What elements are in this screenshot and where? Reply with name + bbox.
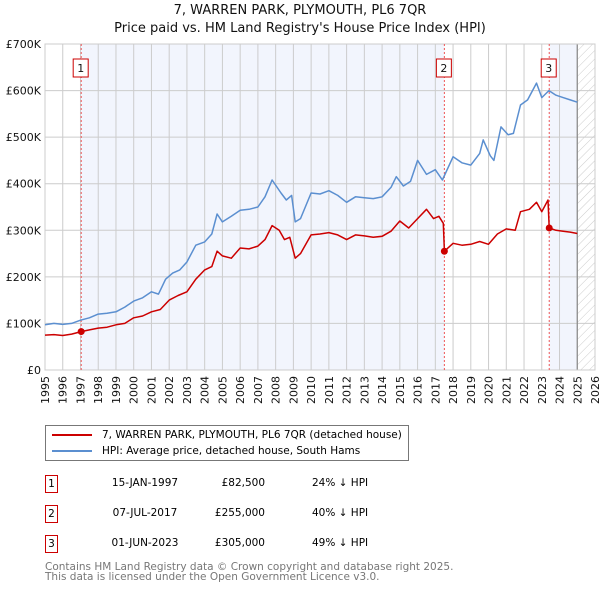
x-tick-label: 2011 — [323, 376, 336, 404]
x-tick-label: 2017 — [429, 376, 442, 404]
sale-point — [545, 224, 553, 232]
transaction-price: £255,000 — [214, 507, 265, 519]
transaction-hpi-diff: 24% ↓ HPI — [312, 477, 369, 489]
x-tick-label: 2014 — [376, 376, 389, 404]
x-tick-label: 2001 — [145, 376, 158, 404]
transaction-price: £82,500 — [221, 477, 265, 489]
transaction-row: 2 07-JUL-2017 £255,000 40% ↓ HPI — [45, 505, 445, 525]
transaction-row: 1 15-JAN-1997 £82,500 24% ↓ HPI — [45, 475, 445, 495]
legend: 7, WARREN PARK, PLYMOUTH, PL6 7QR (detac… — [45, 425, 409, 461]
x-tick-label: 2009 — [287, 376, 300, 404]
x-tick-label: 2025 — [571, 376, 584, 404]
hpi-line — [44, 82, 578, 326]
x-tick-label: 2016 — [412, 376, 425, 404]
chart-title: 7, WARREN PARK, PLYMOUTH, PL6 7QR — [173, 3, 427, 18]
shaded-period — [81, 44, 445, 370]
x-tick-label: 2012 — [341, 376, 354, 404]
x-tick-label: 2019 — [465, 376, 478, 404]
sale-label-box — [435, 58, 452, 78]
transaction-date: 15-JAN-1997 — [111, 477, 179, 489]
transaction-marker: 3 — [45, 535, 58, 553]
x-tick-label: 2000 — [128, 376, 141, 404]
transaction-marker: 1 — [45, 475, 58, 493]
y-tick-label: £200K — [6, 271, 42, 284]
y-tick-label: £0 — [27, 364, 41, 377]
transaction-hpi-diff: 40% ↓ HPI — [312, 507, 369, 519]
x-tick-label: 2010 — [305, 376, 318, 404]
transaction-date: 07-JUL-2017 — [112, 507, 178, 519]
x-tick-label: 1999 — [110, 376, 123, 404]
price-chart: 1995 1996 1997 1998 1999 2000 2001 2002 2003 2004… — [6, 38, 600, 404]
legend-item-hpi: HPI: Average price, detached house, Sout… — [52, 445, 360, 457]
y-tick-label: £600K — [6, 85, 42, 98]
transaction-hpi-diff: 49% ↓ HPI — [312, 537, 369, 549]
x-tick-label: 2023 — [536, 376, 549, 404]
x-tick-label: 2005 — [216, 376, 229, 404]
legend-swatch-hpi — [52, 450, 92, 452]
sale-label: 1 — [77, 62, 84, 75]
footer-copyright: Contains HM Land Registry data © Crown c… — [45, 561, 454, 573]
transaction-marker: 2 — [45, 505, 58, 523]
property-price-line — [44, 199, 578, 337]
y-tick-label: £400K — [6, 178, 42, 191]
y-tick-label: £500K — [6, 131, 42, 144]
legend-label-property: 7, WARREN PARK, PLYMOUTH, PL6 7QR (detac… — [102, 429, 402, 441]
sale-label-box — [72, 58, 89, 78]
transaction-price: £305,000 — [214, 537, 265, 549]
x-tick-label: 2018 — [447, 376, 460, 404]
legend-label-hpi: HPI: Average price, detached house, Sout… — [102, 445, 361, 457]
x-tick-label: 2003 — [181, 376, 194, 404]
chart-subtitle: Price paid vs. HM Land Registry's House … — [114, 21, 486, 36]
x-tick-label: 2008 — [270, 376, 283, 404]
x-tick-label: 2021 — [500, 376, 513, 404]
transaction-row: 3 01-JUN-2023 £305,000 49% ↓ HPI — [45, 535, 445, 555]
x-tick-label: 1998 — [92, 376, 105, 404]
sale-point — [77, 328, 85, 336]
legend-swatch-property — [52, 434, 92, 436]
y-tick-label: £300K — [6, 224, 42, 237]
y-tick-label: £100K — [6, 317, 42, 330]
sale-label: 2 — [440, 62, 447, 75]
x-tick-label: 2015 — [394, 376, 407, 404]
x-tick-label: 1995 — [39, 376, 52, 404]
x-tick-label: 2022 — [518, 376, 531, 404]
footer-licence: This data is licensed under the Open Gov… — [45, 571, 380, 583]
sale-label: 3 — [545, 62, 552, 75]
plot-border — [44, 43, 596, 371]
sale-label-box — [540, 58, 557, 78]
x-tick-label: 2002 — [163, 376, 176, 404]
sale-point — [440, 247, 448, 255]
x-tick-label: 2004 — [199, 376, 212, 404]
x-tick-label: 2006 — [234, 376, 247, 404]
transaction-date: 01-JUN-2023 — [111, 537, 179, 549]
x-tick-label: 2026 — [589, 376, 600, 404]
x-tick-label: 2020 — [483, 376, 496, 404]
x-tick-label: 2024 — [554, 376, 567, 404]
future-hatch — [577, 44, 595, 370]
y-tick-label: £700K — [6, 38, 42, 51]
x-tick-label: 1997 — [74, 376, 87, 404]
legend-item-property: 7, WARREN PARK, PLYMOUTH, PL6 7QR (detac… — [52, 429, 402, 441]
x-tick-label: 2013 — [358, 376, 371, 404]
x-tick-label: 2007 — [252, 376, 265, 404]
x-tick-label: 1996 — [57, 376, 70, 404]
